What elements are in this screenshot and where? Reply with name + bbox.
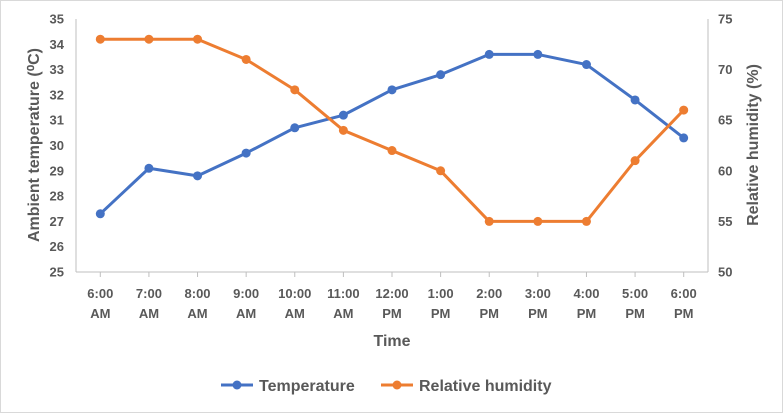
- y-axis-right-title: Relative humidity (%): [745, 64, 762, 226]
- x-tick-label-ampm-10: PM: [577, 306, 597, 321]
- point-relative-humidity-9: [533, 216, 543, 226]
- x-tick-label-time-4: 10:00: [278, 286, 311, 301]
- point-temperature-0: [95, 209, 105, 219]
- point-relative-humidity-3: [241, 54, 251, 64]
- legend-item-relative-humidity: Relative humidity: [381, 378, 552, 395]
- point-relative-humidity-1: [144, 34, 154, 44]
- x-tick-label-ampm-12: PM: [674, 306, 694, 321]
- legend: Temperature Relative humidity: [221, 378, 552, 395]
- point-relative-humidity-7: [436, 166, 446, 176]
- x-tick-label-time-9: 3:00: [525, 286, 551, 301]
- y-left-tick-label-0: 25: [50, 265, 64, 280]
- x-tick-label-time-0: 6:00: [87, 286, 113, 301]
- x-tick-label-ampm-8: PM: [479, 306, 499, 321]
- y-left-tick-label-6: 31: [50, 113, 64, 128]
- point-relative-humidity-11: [630, 156, 640, 166]
- y-left-tick-label-5: 30: [50, 138, 64, 153]
- legend-item-temperature: Temperature: [221, 378, 355, 395]
- series-layer: [95, 34, 689, 226]
- point-relative-humidity-10: [581, 216, 591, 226]
- x-tick-label-time-5: 11:00: [327, 286, 360, 301]
- plot-area: [75, 19, 709, 273]
- x-tick-label-ampm-4: AM: [285, 306, 305, 321]
- point-relative-humidity-5: [338, 125, 348, 135]
- x-axis-title: Time: [373, 333, 410, 350]
- x-tick-label-time-1: 7:00: [136, 286, 162, 301]
- point-relative-humidity-4: [290, 85, 300, 95]
- x-tick-label-time-11: 5:00: [622, 286, 648, 301]
- y-left-tick-label-2: 27: [50, 214, 64, 229]
- point-relative-humidity-2: [193, 34, 203, 44]
- legend-humidity-label: Relative humidity: [419, 378, 552, 395]
- y-left-tick-label-3: 28: [50, 189, 64, 204]
- point-relative-humidity-8: [484, 216, 494, 226]
- point-temperature-1: [144, 163, 154, 173]
- x-tick-label-time-6: 12:00: [375, 286, 408, 301]
- x-tick-label-ampm-5: AM: [333, 306, 353, 321]
- y-axis-left-title: Ambient temperature (⁰C): [26, 48, 43, 242]
- point-temperature-9: [533, 49, 543, 59]
- y-right-tick-label-1: 55: [718, 214, 732, 229]
- point-temperature-6: [387, 85, 397, 95]
- x-tick-label-ampm-3: AM: [236, 306, 256, 321]
- legend-temperature-marker: [232, 380, 242, 390]
- y-left-tick-label-1: 26: [50, 239, 64, 254]
- right-axis-ticks: 50 55 60 65 70 75: [718, 12, 732, 280]
- x-tick-label-time-10: 4:00: [573, 286, 599, 301]
- x-tick-label-ampm-6: PM: [382, 306, 402, 321]
- series-line-temperature: [98, 52, 686, 216]
- point-temperature-3: [241, 148, 251, 158]
- point-temperature-7: [436, 70, 446, 80]
- point-relative-humidity-6: [387, 146, 397, 156]
- x-tick-label-ampm-9: PM: [528, 306, 548, 321]
- x-tick-label-ampm-1: AM: [139, 306, 159, 321]
- legend-temperature-label: Temperature: [259, 378, 355, 395]
- y-right-tick-label-5: 75: [718, 12, 732, 27]
- x-axis-ticks: 6:00 AM 7:00 AM 8:00 AM 9:00 AM 10:00 AM 11:00 AM 12…: [87, 272, 697, 321]
- x-tick-label-time-3: 9:00: [233, 286, 259, 301]
- x-tick-label-ampm-2: AM: [187, 306, 207, 321]
- series-line-relative-humidity: [98, 37, 686, 223]
- x-tick-label-time-7: 1:00: [428, 286, 454, 301]
- y-right-tick-label-4: 70: [718, 62, 732, 77]
- x-tick-label-ampm-0: AM: [90, 306, 110, 321]
- point-relative-humidity-12: [679, 105, 689, 115]
- x-tick-label-ampm-7: PM: [431, 306, 451, 321]
- x-tick-label-time-2: 8:00: [185, 286, 211, 301]
- y-left-tick-label-4: 29: [50, 163, 64, 178]
- y-left-tick-label-9: 34: [50, 37, 65, 52]
- point-relative-humidity-0: [95, 34, 105, 44]
- y-left-tick-label-8: 33: [50, 62, 64, 77]
- point-temperature-5: [338, 110, 348, 120]
- x-tick-label-time-8: 2:00: [476, 286, 502, 301]
- legend-humidity-marker: [392, 380, 402, 390]
- point-temperature-10: [581, 60, 591, 70]
- point-temperature-2: [193, 171, 203, 181]
- x-tick-label-ampm-11: PM: [625, 306, 645, 321]
- y-left-tick-label-7: 32: [50, 87, 64, 102]
- y-right-tick-label-2: 60: [718, 163, 732, 178]
- y-right-tick-label-3: 65: [718, 113, 732, 128]
- left-axis-ticks: 25 26 27 28 29 30 31 32 33 34 35: [50, 12, 65, 280]
- point-temperature-8: [484, 49, 494, 59]
- point-temperature-4: [290, 123, 300, 133]
- y-right-tick-label-0: 50: [718, 265, 732, 280]
- y-left-tick-label-10: 35: [50, 12, 64, 27]
- point-temperature-11: [630, 95, 640, 105]
- point-temperature-12: [679, 133, 689, 143]
- x-tick-label-time-12: 6:00: [671, 286, 697, 301]
